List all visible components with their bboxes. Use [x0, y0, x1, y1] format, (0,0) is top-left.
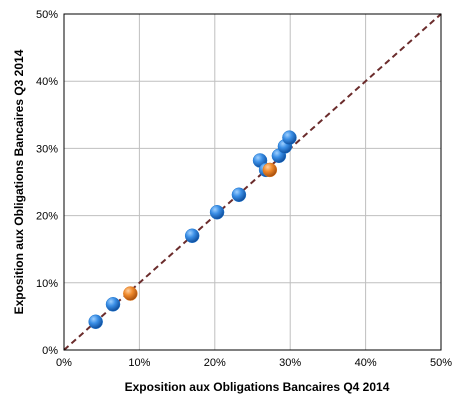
x-tick-label: 50%: [430, 357, 452, 369]
plot-border: [63, 13, 442, 351]
gridlines: [64, 14, 441, 350]
reference-line: [63, 13, 442, 351]
data-point: [209, 204, 225, 220]
y-tick-label: 30%: [36, 143, 58, 155]
x-tick-label: 0%: [56, 357, 72, 369]
y-axis-title: Exposition aux Obligations Bancaires Q3 …: [12, 49, 26, 314]
y-tick-label: 10%: [36, 278, 58, 290]
x-axis-title: Exposition aux Obligations Bancaires Q4 …: [125, 380, 390, 394]
y-tick-label: 40%: [36, 76, 58, 88]
data-point: [262, 162, 278, 178]
y-tick-label: 50%: [36, 9, 58, 21]
data-point: [184, 228, 200, 244]
x-tick-label: 30%: [279, 357, 301, 369]
y-tick-label: 0%: [42, 345, 58, 357]
data-point: [123, 286, 138, 301]
data-points: [88, 130, 297, 330]
x-tick-label: 10%: [128, 357, 150, 369]
y-tick-label: 20%: [36, 211, 58, 223]
data-point: [231, 187, 247, 203]
x-tick-label: 20%: [204, 357, 226, 369]
data-point: [88, 314, 103, 330]
data-point: [282, 130, 297, 145]
data-point: [105, 297, 121, 312]
diagonal-dashed-line: [63, 13, 442, 351]
plot-frame: [63, 13, 442, 351]
tick-labels: 0%0% 10% 10% 20% 20% 30% 30% 40% 40% 50% 50%: [36, 9, 452, 369]
x-tick-label: 40%: [355, 357, 377, 369]
